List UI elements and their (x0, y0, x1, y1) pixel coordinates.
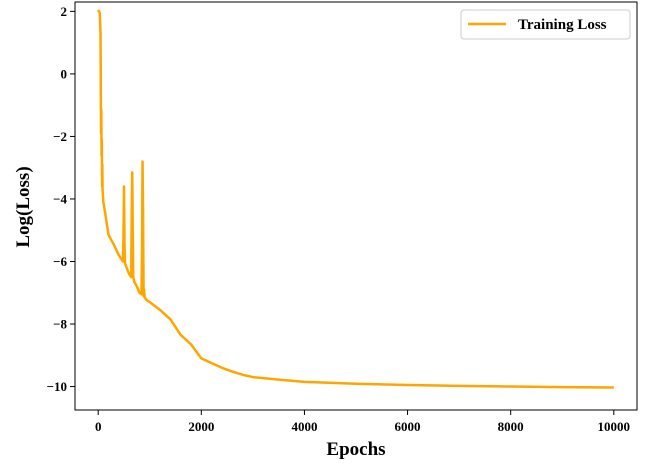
x-tick-label: 6000 (395, 419, 421, 434)
y-tick-label: −4 (53, 191, 67, 206)
y-tick-label: −2 (53, 129, 67, 144)
legend-label-training-loss: Training Loss (518, 17, 607, 33)
y-axis-label: Log(Loss) (13, 166, 34, 247)
y-axis-ticks: 2 0 −2 −4 −6 −8 −10 (47, 4, 75, 394)
y-tick-label: −6 (53, 254, 67, 269)
series-line-training-loss (97, 9, 614, 389)
plot-frame (74, 1, 638, 411)
y-tick-label: 0 (61, 66, 68, 81)
x-axis-ticks: 0 2000 4000 6000 8000 10000 (95, 410, 630, 434)
y-tick-label: −10 (47, 379, 67, 394)
legend-box (460, 9, 631, 40)
x-tick-label: 2000 (188, 419, 214, 434)
x-tick-label: 0 (95, 419, 102, 434)
legend: Training Loss (460, 9, 631, 40)
x-tick-label: 4000 (291, 419, 317, 434)
x-axis-label: Epochs (326, 439, 385, 460)
plot-area (97, 9, 614, 389)
y-tick-label: −8 (53, 317, 67, 332)
y-tick-label: 2 (61, 4, 68, 19)
x-tick-label: 10000 (598, 419, 631, 434)
x-tick-label: 8000 (498, 419, 524, 434)
